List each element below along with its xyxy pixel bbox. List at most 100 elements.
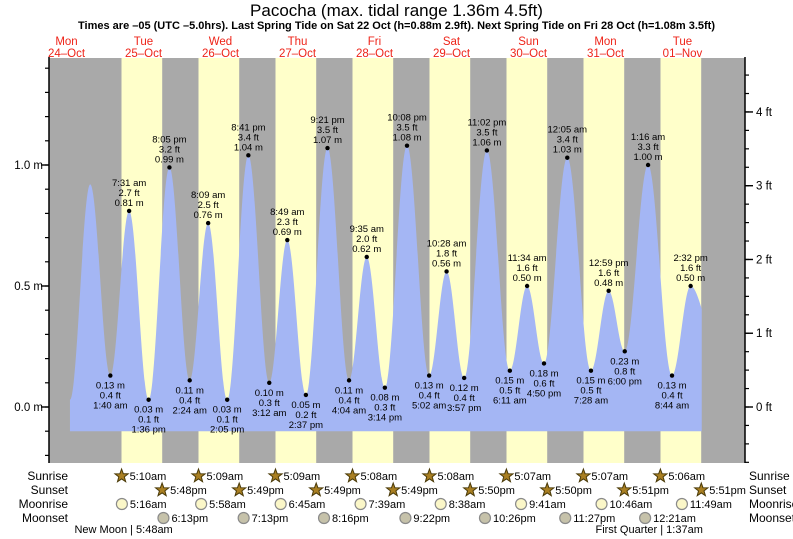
tide-event-label: 0.2 ft <box>295 410 316 421</box>
tide-event-dot <box>622 349 627 354</box>
tide-event-label: 1.03 m <box>553 145 582 156</box>
sunset-star-icon <box>308 481 325 497</box>
tide-event-label: 1.00 m <box>634 152 663 163</box>
tide-event-label: 0.99 m <box>155 154 184 165</box>
sunrise-time: 5:06am <box>668 471 705 483</box>
moonrise-circle-icon <box>354 497 367 511</box>
tide-event-label: 0.56 m <box>432 258 461 269</box>
right-axis-tick-label: 0 ft <box>756 402 773 414</box>
date-label: 01–Nov <box>663 48 703 60</box>
tide-event-dot <box>205 220 211 226</box>
day-label: Wed <box>209 36 232 48</box>
tide-event-dot <box>303 392 309 398</box>
moonset-circle-icon <box>399 511 412 525</box>
tide-event-label: 3:57 pm <box>447 403 481 414</box>
tide-event-dot <box>426 373 432 378</box>
date-label: 27–Oct <box>279 48 317 60</box>
tide-event-label: 0.50 m <box>676 273 705 284</box>
tide-event-label: 0.4 ft <box>100 391 121 402</box>
tide-event-label: 1.6 ft <box>598 268 619 279</box>
tide-event-label: 1:40 am <box>93 401 127 412</box>
moonrise-time: 10:46am <box>610 499 653 511</box>
tide-event-label: 0.3 ft <box>374 403 395 414</box>
sunrise-time: 5:08am <box>360 471 397 483</box>
tide-event-label: 1.6 ft <box>517 263 538 274</box>
tide-event-label: 1.07 m <box>313 135 342 146</box>
tide-curve <box>69 145 702 432</box>
row-label-moonset-left: Moonset <box>22 511 69 525</box>
tide-event-dot <box>364 254 369 260</box>
tide-event-label: 0.08 m <box>370 393 399 404</box>
tide-event-label: 0.03 m <box>213 405 242 416</box>
tide-event-label: 0.48 m <box>594 278 623 289</box>
page-title: Pacocha (max. tidal range 1.36m 4.5ft) <box>250 1 543 20</box>
tide-event-dot <box>167 165 172 170</box>
tide-event-label: 10:08 pm <box>387 113 427 124</box>
sunrise-star-icon <box>652 467 669 483</box>
sunset-time: 5:50pm <box>555 485 592 497</box>
tide-event-label: 1.08 m <box>392 133 421 144</box>
tide-event-dot <box>606 288 611 294</box>
sunset-time: 5:51pm <box>632 485 669 497</box>
tide-event-label: 3.4 ft <box>238 132 259 143</box>
sunset-star-icon <box>539 481 556 497</box>
tide-event-label: 7:28 am <box>574 396 608 407</box>
tide-event-label: 1.04 m <box>234 142 263 153</box>
moonrise-circle-icon <box>274 497 287 511</box>
tide-event-label: 0.76 m <box>194 210 223 221</box>
tide-event-label: 2.7 ft <box>119 188 140 199</box>
moonrise-circle-icon <box>514 497 528 511</box>
sunrise-time: 5:09am <box>207 471 244 483</box>
sunrise-time: 5:07am <box>514 471 551 483</box>
tide-event-label: 8:41 pm <box>231 122 265 133</box>
tide-event-label: 0.10 m <box>255 388 284 399</box>
tide-event-label: 6:00 pm <box>608 376 642 387</box>
tide-event-label: 0.4 ft <box>338 395 359 406</box>
tide-event-label: 0.4 ft <box>179 395 200 406</box>
left-axis-tick-label: 1.0 m <box>14 160 43 172</box>
tide-event-label: 1.6 ft <box>680 263 701 274</box>
date-label: 25–Oct <box>125 48 163 60</box>
moonrise-circle-icon <box>115 497 128 511</box>
sunrise-star-icon <box>575 467 592 483</box>
tide-event-label: 8:49 am <box>270 207 304 218</box>
date-label: 30–Oct <box>510 48 548 60</box>
sunset-star-icon <box>385 481 402 497</box>
tide-event-dot <box>285 237 290 243</box>
tide-event-label: 0.4 ft <box>454 393 475 404</box>
tide-event-dot <box>382 385 388 390</box>
tide-event-label: 1:36 pm <box>131 425 165 436</box>
moonrise-time: 9:41am <box>529 499 566 511</box>
date-label: 31–Oct <box>587 48 625 60</box>
moonrise-time: 7:39am <box>369 499 406 511</box>
tide-event-label: 0.11 m <box>335 385 363 396</box>
row-label-moonrise-right: Moonrise <box>749 497 793 511</box>
moonrise-circle-icon <box>595 497 608 511</box>
tide-event-label: 12:05 am <box>547 125 587 136</box>
sunset-star-icon <box>616 481 633 497</box>
sunrise-star-icon <box>344 467 361 483</box>
day-label: Fri <box>368 36 381 48</box>
day-label: Mon <box>594 36 616 48</box>
sunset-time: 5:49pm <box>247 485 284 497</box>
tide-event-label: 0.05 m <box>291 400 320 411</box>
day-label: Mon <box>55 36 77 48</box>
tide-event-label: 2.0 ft <box>356 234 377 245</box>
tide-event-label: 2:32 pm <box>673 253 707 264</box>
tide-event-label: 0.5 ft <box>580 386 601 397</box>
moonset-time: 7:13pm <box>252 513 289 525</box>
moonrise-circle-icon <box>434 497 447 511</box>
tide-event-label: 7:31 am <box>112 178 146 189</box>
tide-event-label: 0.81 m <box>115 198 144 209</box>
moonrise-time: 8:38am <box>449 499 486 511</box>
tide-event-label: 1:16 am <box>631 132 665 143</box>
sunrise-time: 5:08am <box>437 471 474 483</box>
left-axis-tick-label: 0.5 m <box>14 281 43 293</box>
tide-event-label: 0.03 m <box>134 405 163 416</box>
moonrise-time: 11:49am <box>690 499 732 511</box>
tide-event-label: 0.3 ft <box>259 398 280 409</box>
sunrise-time: 5:07am <box>591 471 628 483</box>
moon-phase-label: First Quarter | 1:37am <box>595 524 702 536</box>
